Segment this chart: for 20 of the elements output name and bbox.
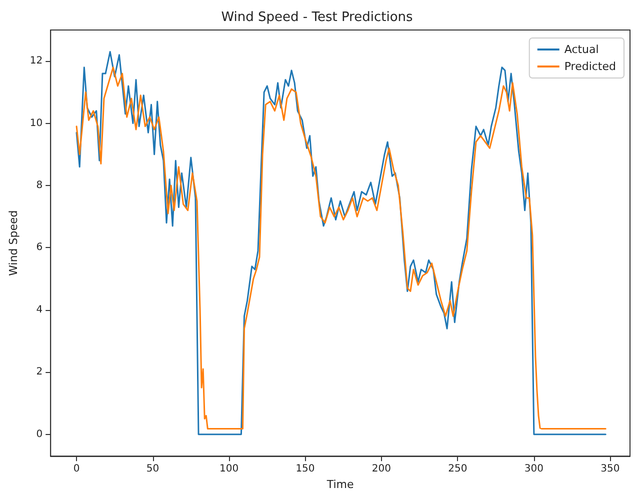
x-axis-title: Time	[326, 478, 354, 491]
x-tick-label: 350	[600, 464, 620, 475]
x-tick-label: 100	[219, 464, 239, 475]
y-tick-label: 12	[30, 56, 43, 67]
y-tick-label: 10	[30, 118, 43, 129]
chart-title: Wind Speed - Test Predictions	[221, 10, 414, 25]
x-tick-label: 250	[448, 464, 468, 475]
y-tick-label: 8	[36, 180, 43, 192]
legend-label: Actual	[564, 43, 599, 56]
legend-label: Predicted	[564, 60, 616, 73]
x-tick-label: 300	[524, 464, 544, 475]
x-tick-label: 200	[372, 464, 392, 475]
y-tick-label: 6	[36, 242, 43, 254]
y-axis-title: Wind Speed	[7, 210, 20, 276]
x-tick-label: 0	[73, 464, 80, 475]
x-tick-label: 50	[146, 464, 160, 475]
y-tick-label: 2	[36, 366, 43, 378]
y-tick-label: 4	[36, 304, 43, 316]
y-tick-label: 0	[36, 428, 43, 440]
x-tick-label: 150	[296, 464, 315, 475]
